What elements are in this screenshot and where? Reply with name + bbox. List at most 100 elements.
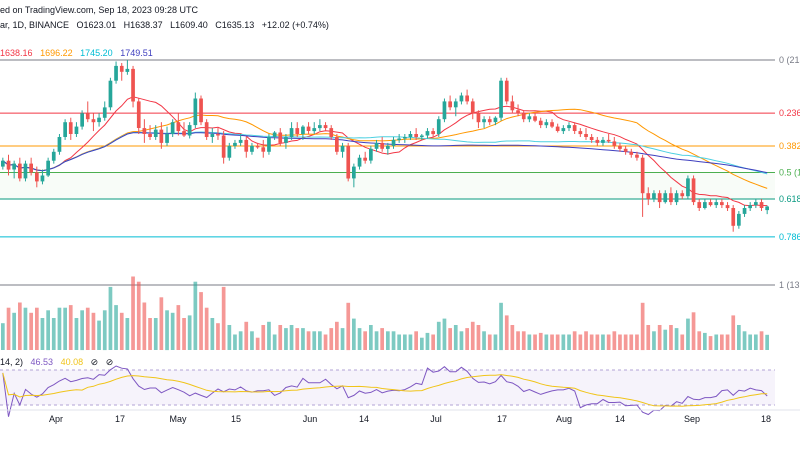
- volume-bar: [374, 331, 379, 350]
- x-tick-label: 14: [359, 414, 369, 424]
- candle-body: [408, 134, 413, 137]
- candle-body: [318, 125, 322, 129]
- volume-bar: [408, 334, 413, 350]
- candle-body: [487, 119, 492, 123]
- candle-body: [210, 134, 215, 137]
- candle: [357, 154, 362, 170]
- volume-bar: [136, 281, 141, 350]
- candle: [318, 119, 322, 132]
- candle: [459, 92, 464, 105]
- candle: [618, 142, 622, 152]
- candle: [216, 128, 220, 140]
- volume-bar: [23, 307, 28, 350]
- fib-label: 0.236: [779, 108, 800, 118]
- eye-off-icon[interactable]: ⊘: [90, 357, 99, 367]
- candle: [68, 117, 73, 140]
- candle-body: [363, 157, 367, 161]
- candle-body: [453, 101, 458, 108]
- volume-bar: [193, 281, 198, 350]
- candle: [708, 199, 713, 207]
- candle-body: [306, 126, 311, 131]
- candle: [35, 166, 39, 188]
- volume-bar: [538, 332, 543, 350]
- x-tick-label: Jul: [430, 414, 442, 424]
- rsi-label: 14, 2): [0, 357, 24, 367]
- candle: [448, 95, 452, 111]
- volume-bar: [686, 318, 690, 350]
- volume-bar: [272, 334, 277, 350]
- candle-body: [23, 163, 28, 179]
- candle: [57, 134, 62, 155]
- volume-bar: [6, 307, 11, 350]
- candle: [221, 131, 226, 164]
- candle: [714, 199, 719, 209]
- candle-body: [63, 122, 67, 137]
- candle: [272, 131, 277, 140]
- volume-bar: [97, 320, 101, 350]
- volume-bar: [612, 331, 617, 350]
- candle-body: [261, 147, 266, 152]
- candle: [346, 142, 351, 182]
- candle: [686, 175, 690, 200]
- volume-bar: [182, 318, 186, 350]
- volume-bar: [623, 334, 628, 350]
- volume-bar: [148, 318, 152, 350]
- candle: [187, 122, 192, 139]
- candle-body: [572, 125, 577, 131]
- volume-bar: [80, 310, 84, 351]
- candle-body: [663, 193, 668, 203]
- candle: [584, 128, 588, 140]
- candle-body: [527, 116, 532, 120]
- volume-bar: [459, 331, 464, 350]
- volume-bar: [748, 334, 752, 350]
- candle-body: [165, 134, 169, 143]
- candle-body: [340, 145, 345, 152]
- candle-body: [748, 205, 752, 209]
- candle: [453, 98, 458, 117]
- symbol-info: ar, 1D, BINANCE: [0, 20, 70, 30]
- candle-body: [612, 141, 617, 146]
- candle: [572, 122, 577, 135]
- volume-bar: [635, 334, 639, 350]
- ohlc-close: C1635.13: [215, 20, 255, 30]
- candle: [204, 119, 209, 140]
- candle-body: [323, 125, 328, 129]
- candle: [210, 128, 215, 143]
- volume-bar: [759, 331, 764, 350]
- candle-body: [470, 101, 475, 114]
- volume-bar: [114, 305, 118, 350]
- volume-bar: [708, 336, 713, 350]
- candle-body: [555, 126, 560, 131]
- candle: [6, 154, 11, 176]
- ma-value-4: 1749.51: [120, 48, 153, 58]
- candle: [652, 190, 656, 203]
- candle-body: [538, 120, 543, 126]
- volume-bar: [40, 318, 45, 350]
- candle: [476, 110, 481, 129]
- volume-bar: [306, 331, 311, 350]
- candle: [720, 199, 724, 209]
- candle: [306, 122, 311, 135]
- candle: [521, 110, 526, 123]
- volume-bar: [301, 328, 305, 350]
- volume-bar: [51, 318, 56, 350]
- candle-body: [119, 65, 124, 72]
- candle: [697, 199, 702, 211]
- candle-body: [250, 145, 254, 152]
- candle: [176, 113, 181, 136]
- candle-body: [301, 126, 305, 134]
- candle-body: [216, 134, 220, 136]
- ohlc-legend: ar, 1D, BINANCE O1623.01 H1638.37 L1609.…: [0, 20, 334, 30]
- fib-label: 0 (213: [779, 55, 800, 65]
- volume-bar: [46, 310, 50, 351]
- candle-body: [550, 122, 554, 127]
- candle: [165, 126, 169, 146]
- candle: [114, 61, 118, 84]
- volume-bar: [289, 325, 294, 350]
- candle: [420, 134, 424, 140]
- candle-body: [357, 157, 362, 167]
- eye-off-icon[interactable]: ⊘: [105, 357, 114, 367]
- volume-bar: [561, 334, 566, 350]
- candle-body: [199, 98, 203, 123]
